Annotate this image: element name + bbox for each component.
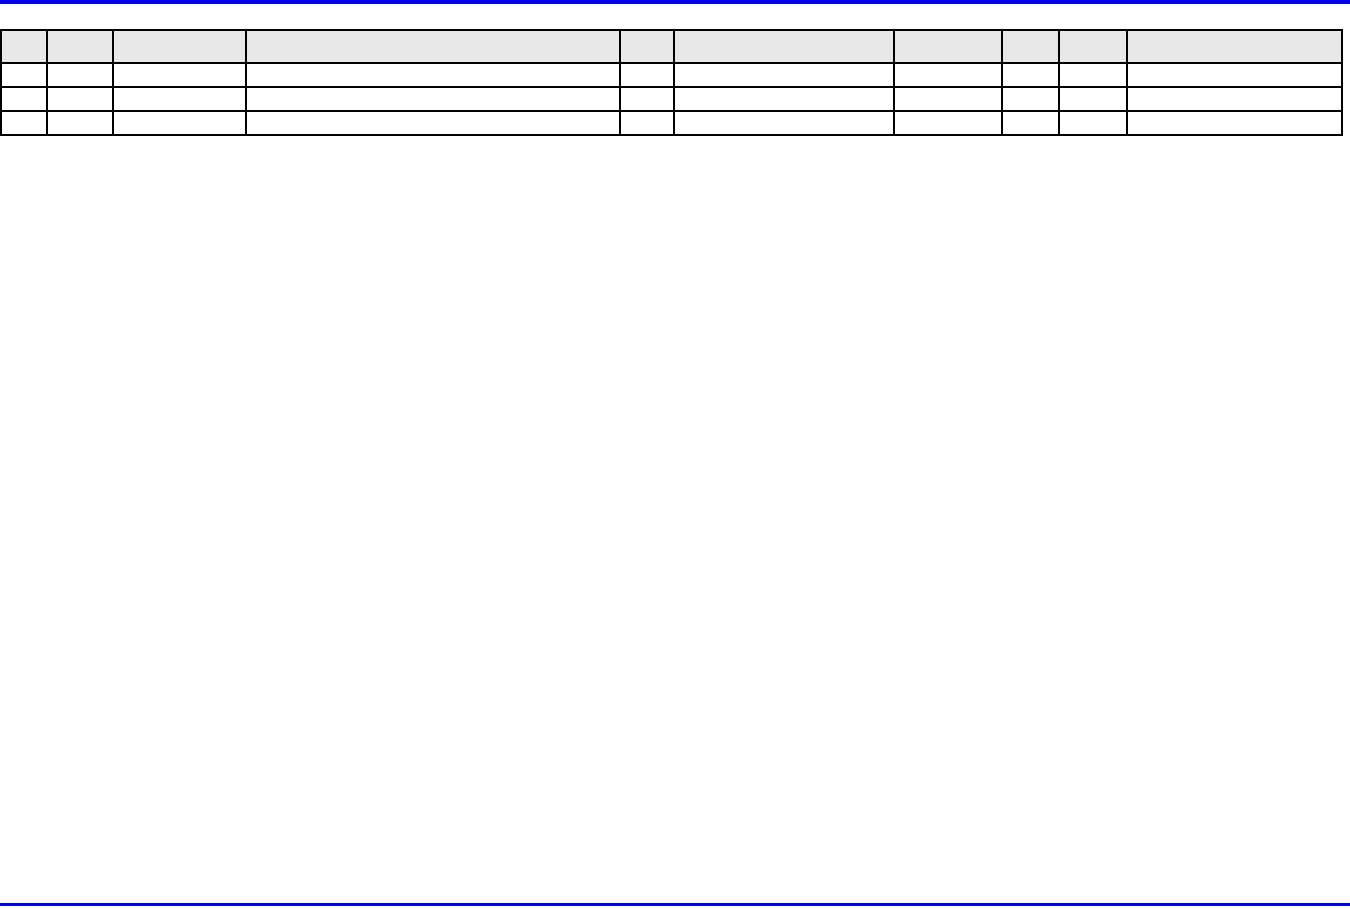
table-cell (112, 62, 247, 88)
table-cell (673, 110, 895, 136)
table-cell (0, 62, 48, 88)
bottom-horizontal-rule (0, 903, 1350, 906)
table-cell (893, 110, 1003, 136)
table-cell (619, 110, 675, 136)
table-cell (673, 62, 895, 88)
table-cell (1126, 62, 1343, 88)
top-horizontal-rule (0, 0, 1350, 4)
table-cell (893, 62, 1003, 88)
header-cell (619, 29, 675, 64)
table-cell (112, 110, 247, 136)
table-row (0, 62, 1343, 88)
table-cell (1058, 86, 1128, 112)
header-cell (1001, 29, 1060, 64)
table-cell (1001, 62, 1060, 88)
table-cell (245, 62, 621, 88)
header-cell (46, 29, 114, 64)
header-cell (0, 29, 48, 64)
table-row (0, 110, 1343, 136)
table-cell (0, 86, 48, 112)
table-cell (619, 62, 675, 88)
header-cell (245, 29, 621, 64)
table-cell (619, 86, 675, 112)
header-cell (673, 29, 895, 64)
header-cell (1126, 29, 1343, 64)
table-cell (1001, 110, 1060, 136)
table-cell (245, 110, 621, 136)
header-cell (112, 29, 247, 64)
table-cell (46, 86, 114, 112)
table-cell (673, 86, 895, 112)
table-cell (1058, 62, 1128, 88)
header-cell (1058, 29, 1128, 64)
table-cell (1001, 86, 1060, 112)
table-cell (1126, 110, 1343, 136)
table-cell (1058, 110, 1128, 136)
table-cell (112, 86, 247, 112)
table-cell (46, 62, 114, 88)
header-cell (893, 29, 1003, 64)
table-cell (46, 110, 114, 136)
header-row (0, 29, 1343, 64)
table-cell (893, 86, 1003, 112)
data-table (0, 29, 1343, 136)
table-cell (0, 110, 48, 136)
table-cell (245, 86, 621, 112)
table-row (0, 86, 1343, 112)
table-cell (1126, 86, 1343, 112)
